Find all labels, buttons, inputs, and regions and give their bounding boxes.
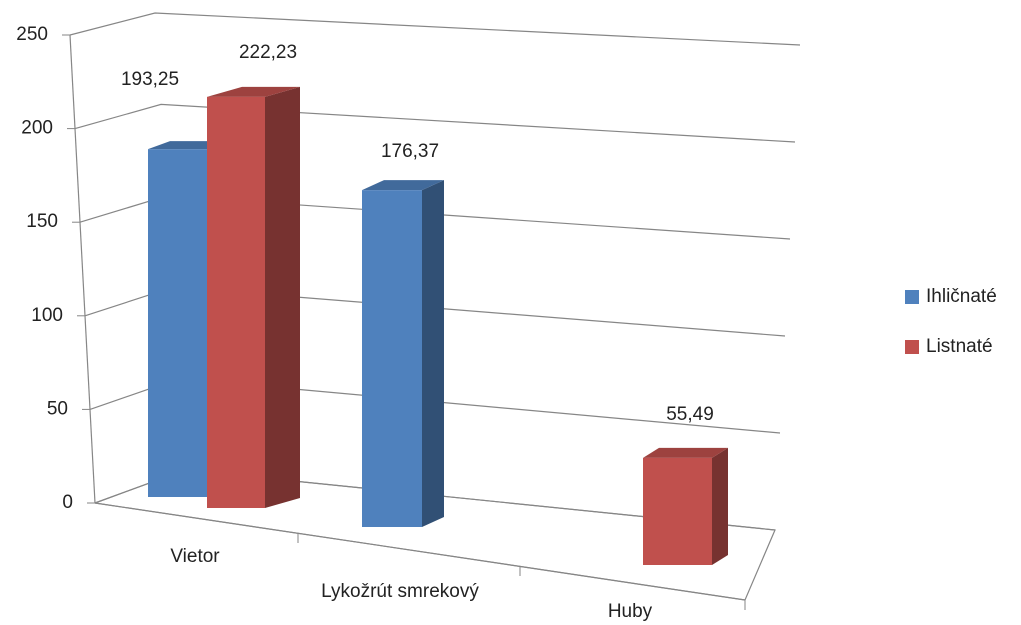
bar xyxy=(643,457,712,565)
legend-swatch xyxy=(905,290,919,304)
y-tick-label: 250 xyxy=(16,24,48,45)
bar-top xyxy=(362,180,444,191)
value-label: 176,37 xyxy=(381,141,439,162)
legend-label: Listnaté xyxy=(926,336,993,357)
bar-top xyxy=(643,447,728,458)
bar-top xyxy=(207,86,300,97)
y-axis xyxy=(69,34,96,504)
bar-side xyxy=(712,447,728,565)
y-tick-label: 100 xyxy=(31,305,63,326)
grid-line xyxy=(74,103,796,143)
legend-swatch xyxy=(905,340,919,354)
y-tick-label: 200 xyxy=(21,118,53,139)
bar xyxy=(148,149,215,497)
y-tick-label: 50 xyxy=(47,398,68,419)
x-tick-label: Huby xyxy=(608,601,653,622)
value-label: 55,49 xyxy=(666,404,714,425)
value-label: 222,23 xyxy=(239,42,297,63)
bar-side xyxy=(265,86,300,508)
bar xyxy=(207,96,265,508)
value-label: 193,25 xyxy=(121,69,179,90)
x-axis xyxy=(94,502,746,601)
y-tick-label: 0 xyxy=(62,492,73,513)
bar xyxy=(362,190,422,527)
x-tick-label: Vietor xyxy=(170,546,220,567)
y-tick-label: 150 xyxy=(26,211,58,232)
bar-side xyxy=(422,180,444,527)
grid-line xyxy=(69,12,801,46)
legend-label: Ihličnaté xyxy=(926,286,997,307)
x-tick-label: Lykožrút smrekový xyxy=(321,581,479,602)
